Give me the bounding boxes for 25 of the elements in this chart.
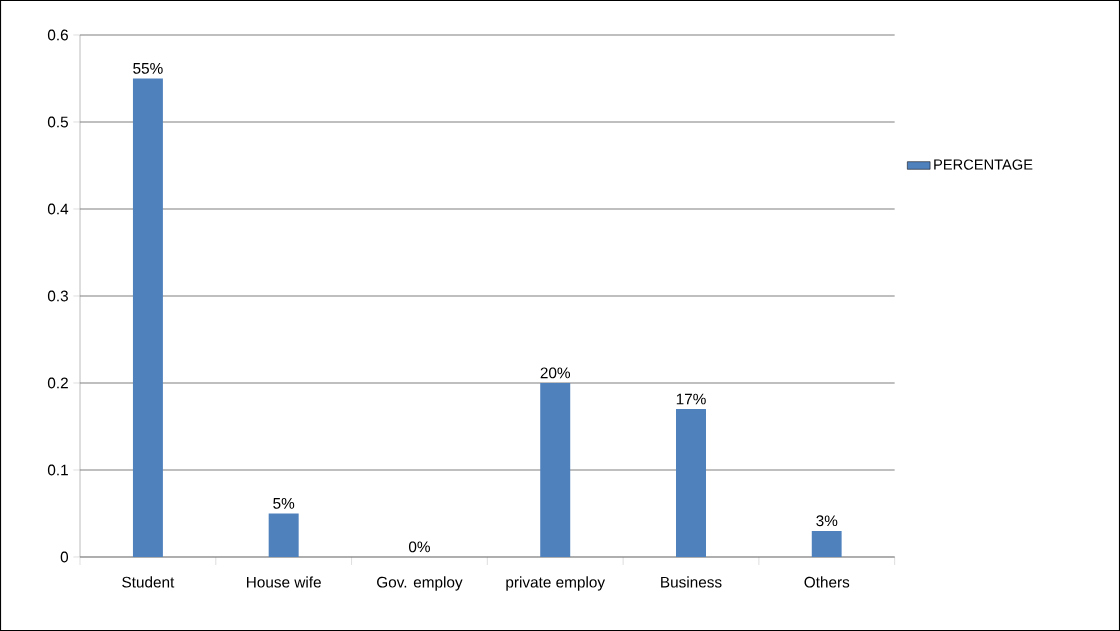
y-tick-label: 0.1 <box>47 464 68 476</box>
y-tick-label: 0.4 <box>47 203 69 215</box>
bar <box>811 530 842 557</box>
x-tick-label: Gov. employ <box>377 576 463 591</box>
x-tick-label: private employ <box>506 576 606 591</box>
x-tick-label: Business <box>661 576 722 588</box>
legend-label: PERCENTAGE <box>934 159 1033 170</box>
y-tick-label: 0.2 <box>47 377 68 389</box>
bar <box>132 78 163 557</box>
x-tick-label: House wife <box>247 576 321 588</box>
x-tick-label: Others <box>804 576 850 588</box>
data-label: 3% <box>816 515 838 527</box>
bar <box>676 409 706 557</box>
bar <box>268 513 299 557</box>
y-tick-label: 0.6 <box>47 29 68 41</box>
y-tick-label: 0 <box>60 551 69 563</box>
data-label: 20% <box>540 367 571 379</box>
data-label: 55% <box>133 62 163 74</box>
data-label: 17% <box>676 393 706 405</box>
x-tick-label: Student <box>122 576 175 588</box>
y-tick-label: 0.3 <box>47 290 68 302</box>
bar <box>540 382 571 557</box>
data-label: 5% <box>273 497 295 509</box>
data-label: 0% <box>408 541 430 553</box>
y-tick-label: 0.5 <box>47 116 68 128</box>
